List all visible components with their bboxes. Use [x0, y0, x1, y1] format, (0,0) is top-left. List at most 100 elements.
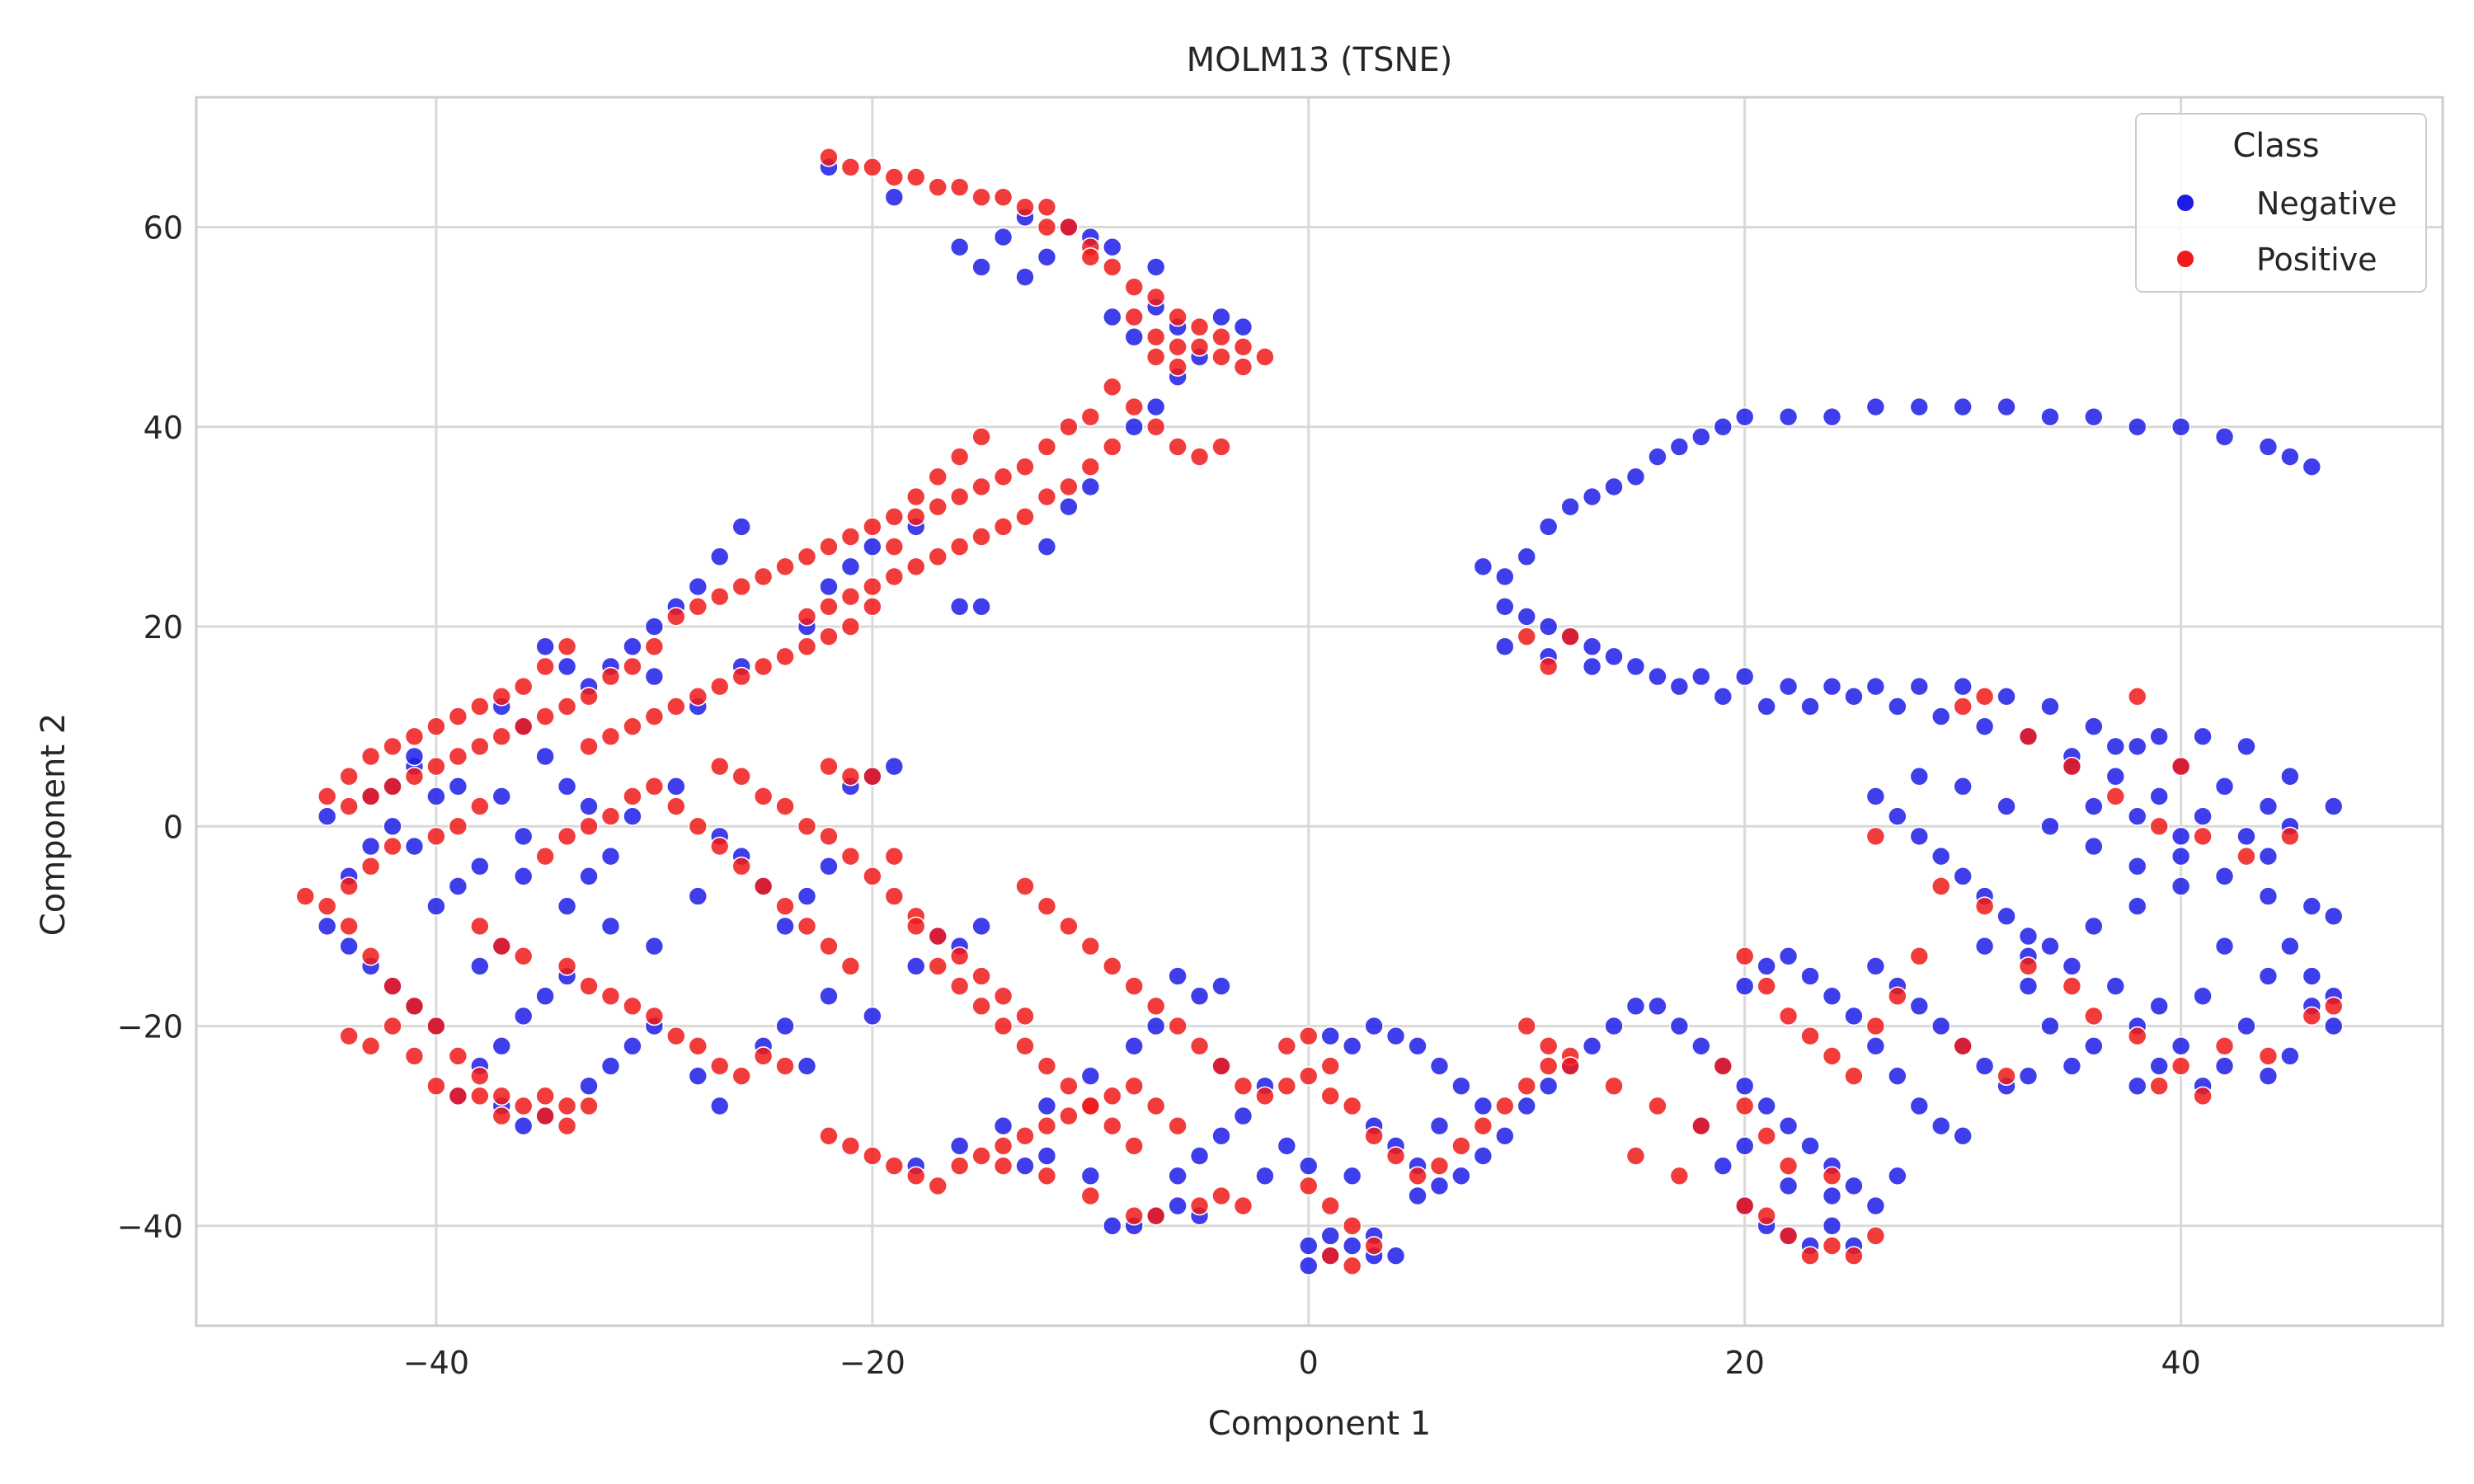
data-point-negative: [579, 796, 599, 816]
data-point-positive: [971, 996, 991, 1017]
data-point-negative: [2084, 836, 2104, 857]
data-point-positive: [797, 916, 817, 937]
legend-marker-positive: [2175, 249, 2195, 269]
data-point-positive: [863, 1146, 882, 1166]
data-point-positive: [1953, 697, 1973, 716]
data-point-positive: [2018, 726, 2039, 747]
data-point-positive: [1255, 347, 1275, 367]
data-point-positive: [360, 746, 381, 767]
data-point-negative: [1822, 986, 1842, 1007]
data-point-negative: [884, 756, 905, 777]
data-point-negative: [2040, 936, 2060, 956]
data-point-negative: [993, 227, 1014, 247]
data-point-negative: [1800, 697, 1820, 716]
data-point-negative: [1233, 317, 1253, 337]
data-point-negative: [1080, 477, 1101, 497]
data-point-positive: [884, 1156, 905, 1176]
data-point-negative: [2105, 766, 2126, 787]
data-point-negative: [1429, 1176, 1450, 1196]
data-point-positive: [1037, 197, 1057, 218]
data-point-positive: [1494, 1096, 1515, 1116]
data-point-negative: [1189, 986, 1210, 1007]
data-point-positive: [644, 707, 665, 726]
data-point-positive: [949, 537, 970, 556]
data-point-positive: [1102, 257, 1122, 277]
data-point-negative: [863, 537, 882, 556]
data-point-positive: [623, 656, 642, 677]
data-point-positive: [1059, 1076, 1079, 1097]
data-point-negative: [2018, 926, 2039, 946]
data-point-positive: [1080, 457, 1101, 477]
data-point-positive: [1320, 1195, 1341, 1216]
data-point-negative: [1145, 1016, 1166, 1036]
data-point-positive: [840, 157, 861, 177]
data-point-positive: [426, 716, 446, 736]
data-point-positive: [339, 876, 359, 896]
data-point-negative: [1778, 946, 1799, 966]
data-point-negative: [1691, 427, 1711, 447]
data-point-negative: [1342, 1236, 1362, 1256]
data-point-negative: [1974, 716, 1995, 736]
data-point-negative: [1102, 237, 1122, 257]
data-point-positive: [709, 1056, 730, 1076]
data-point-negative: [1734, 976, 1755, 996]
data-point-positive: [884, 846, 905, 866]
data-point-positive: [863, 157, 882, 177]
data-point-positive: [1145, 326, 1166, 347]
data-point-negative: [1015, 267, 1035, 287]
data-point-positive: [1124, 1136, 1145, 1156]
data-point-negative: [2149, 996, 2169, 1017]
legend-label-positive: Positive: [2256, 242, 2378, 278]
data-point-positive: [993, 1016, 1014, 1036]
data-point-negative: [644, 666, 665, 687]
x-tick-label: −40: [403, 1345, 469, 1381]
chart-title: MOLM13 (TSNE): [1187, 41, 1453, 79]
data-point-positive: [840, 1136, 861, 1156]
data-point-positive: [1974, 896, 1995, 917]
data-point-negative: [775, 916, 795, 937]
data-point-positive: [905, 916, 926, 937]
data-point-positive: [2149, 1076, 2169, 1097]
data-point-positive: [1625, 1146, 1646, 1166]
data-point-negative: [2258, 886, 2279, 906]
data-point-negative: [1669, 676, 1690, 697]
data-point-positive: [1429, 1156, 1450, 1176]
data-point-negative: [2302, 457, 2322, 477]
data-point-negative: [1494, 597, 1515, 617]
data-point-negative: [863, 1006, 882, 1026]
data-point-positive: [600, 726, 621, 747]
data-point-negative: [2280, 936, 2300, 956]
data-point-negative: [2323, 906, 2344, 927]
data-point-negative: [644, 617, 665, 636]
data-point-positive: [949, 1156, 970, 1176]
data-point-negative: [1298, 1256, 1319, 1276]
data-point-negative: [317, 916, 337, 937]
data-point-positive: [339, 766, 359, 787]
data-point-negative: [1255, 1166, 1275, 1186]
data-point-negative: [1888, 806, 1907, 826]
data-point-positive: [971, 477, 991, 497]
data-point-negative: [949, 1136, 970, 1156]
data-point-positive: [971, 427, 991, 447]
data-point-negative: [2040, 697, 2060, 716]
data-point-positive: [1168, 337, 1188, 357]
data-point-positive: [949, 447, 970, 467]
data-point-negative: [1604, 646, 1624, 667]
legend-marker-negative: [2175, 193, 2195, 213]
data-point-positive: [1059, 916, 1079, 937]
data-point-positive: [1102, 956, 1122, 976]
data-point-negative: [1713, 416, 1733, 437]
data-point-positive: [1517, 1016, 1537, 1036]
y-tick-label: 40: [143, 410, 183, 446]
data-point-negative: [1145, 257, 1166, 277]
data-point-negative: [1953, 866, 1973, 886]
data-point-positive: [600, 986, 621, 1007]
data-point-positive: [2018, 956, 2039, 976]
data-point-negative: [1909, 676, 1930, 697]
data-point-positive: [949, 177, 970, 197]
data-point-negative: [2214, 1056, 2235, 1076]
data-point-positive: [1124, 397, 1145, 417]
data-point-negative: [2236, 736, 2256, 757]
data-point-positive: [426, 756, 446, 777]
